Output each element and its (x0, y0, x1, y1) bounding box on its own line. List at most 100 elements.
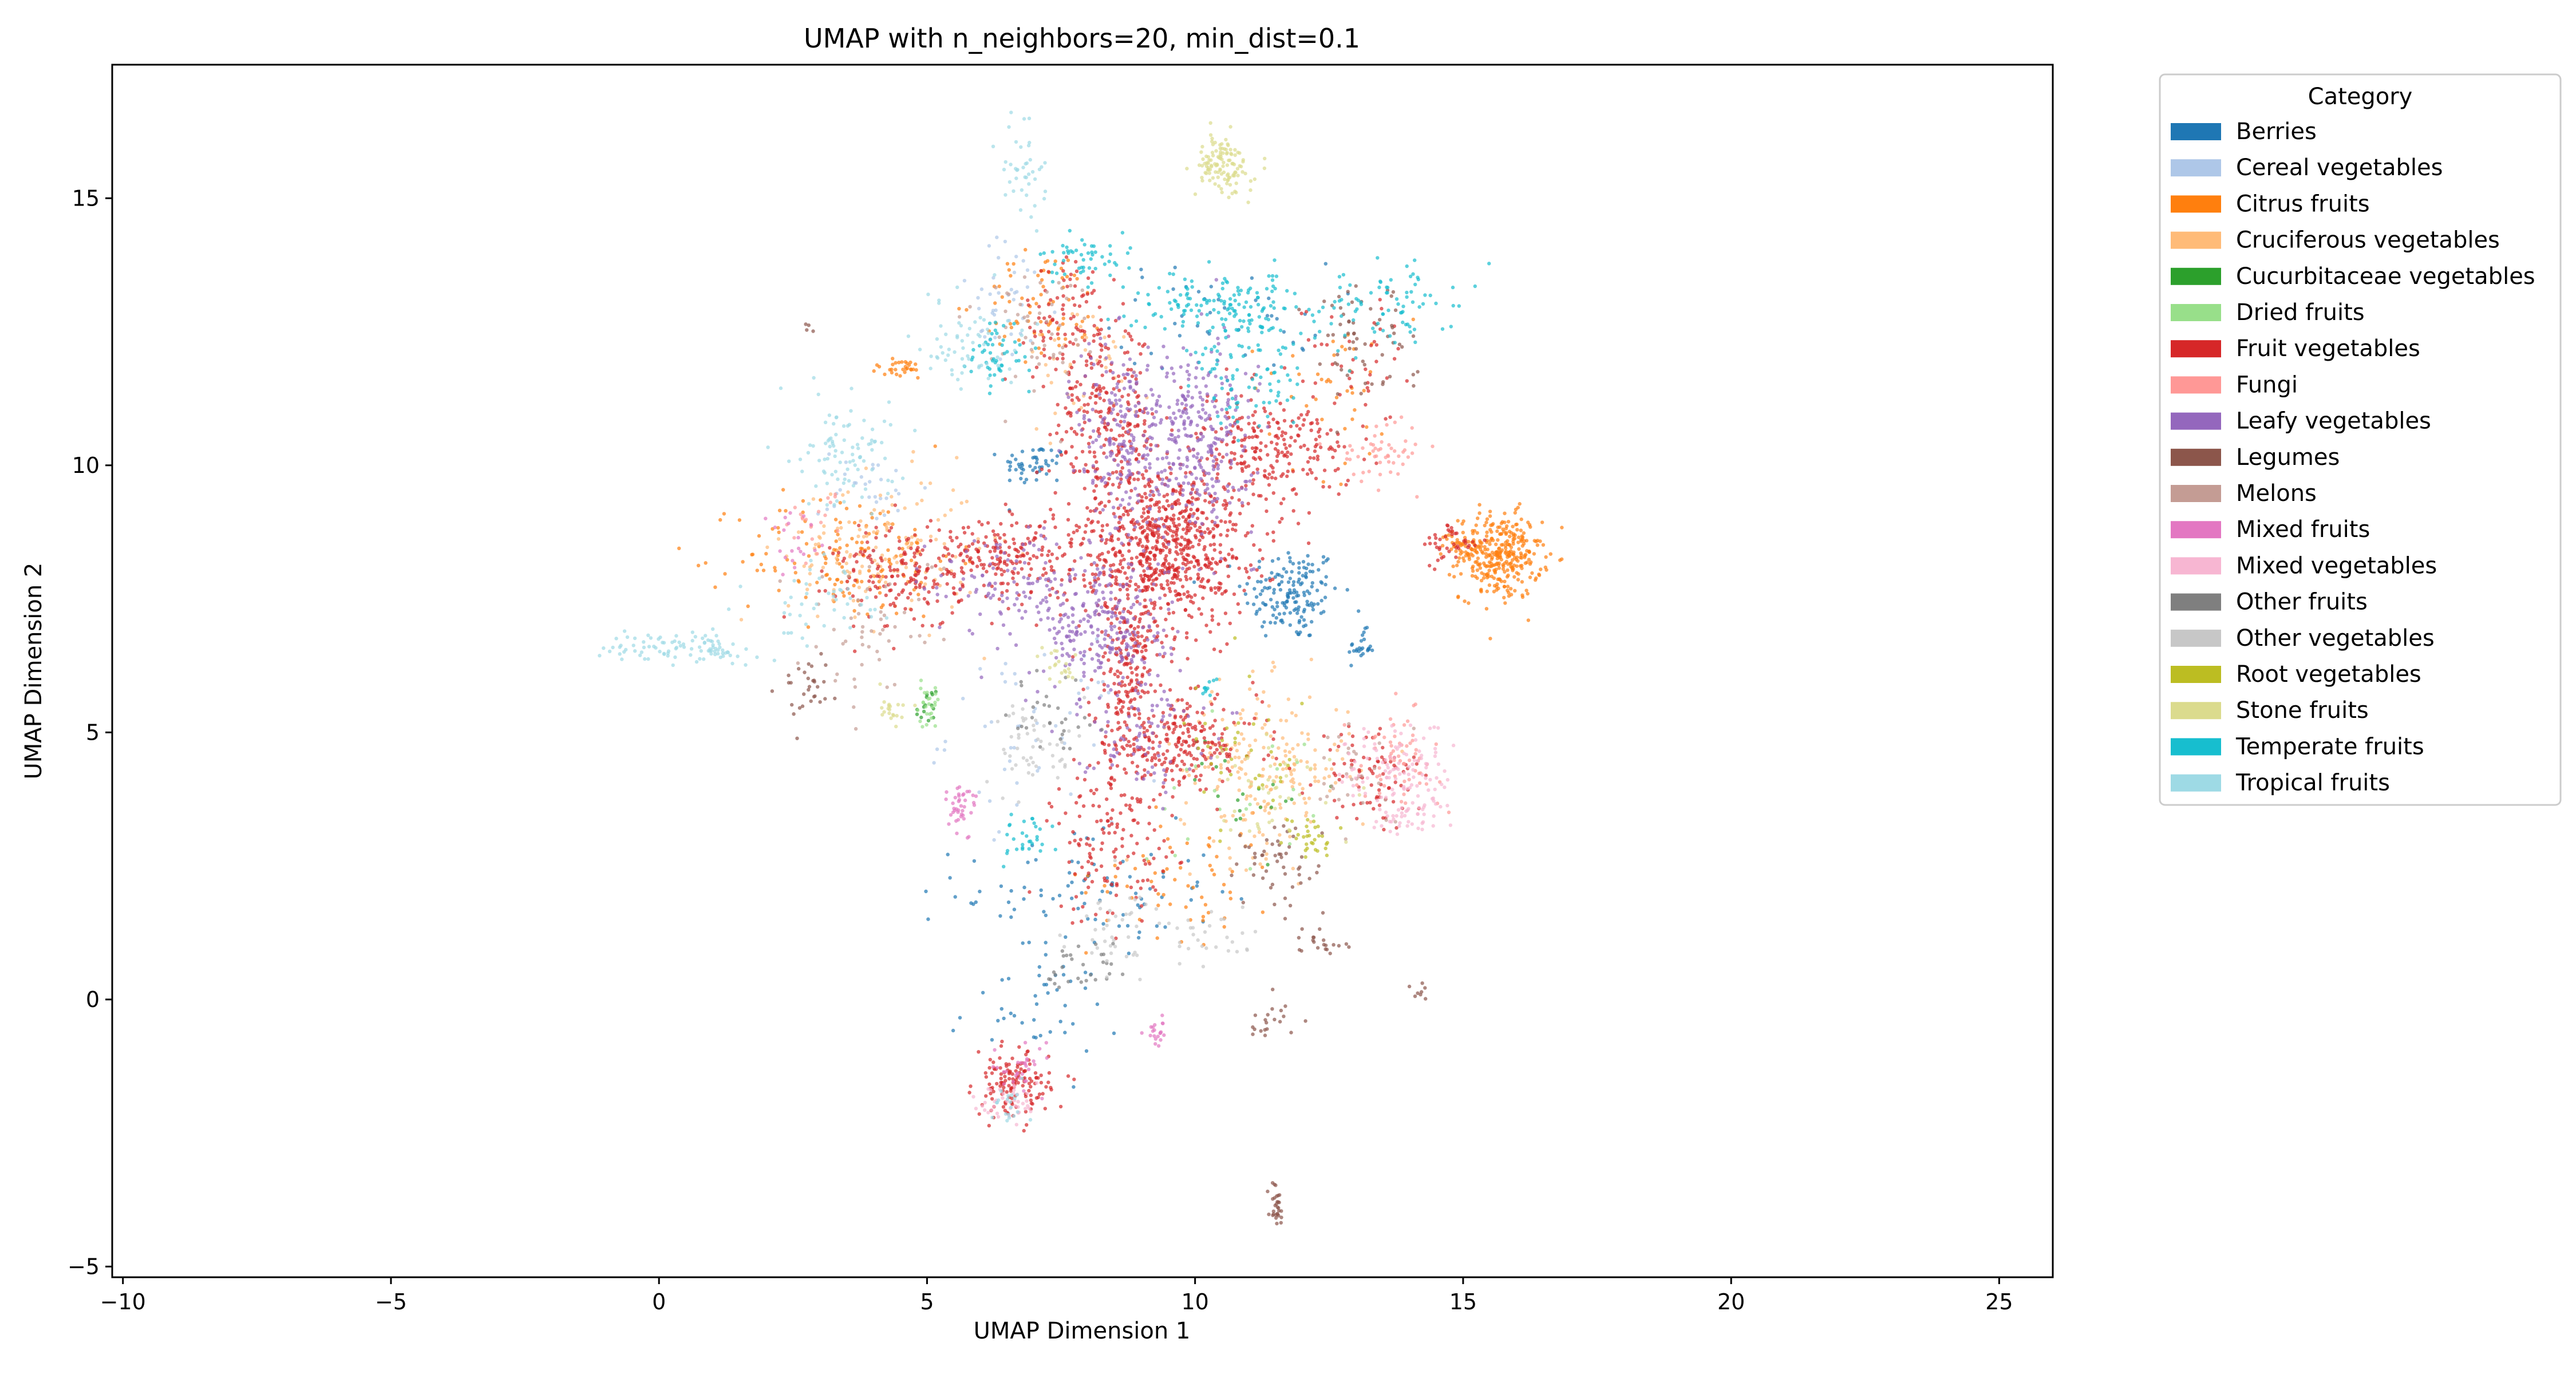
data-point (1141, 519, 1145, 523)
data-point (843, 472, 847, 476)
data-point (1135, 395, 1139, 399)
data-point (1232, 422, 1237, 426)
data-point (1327, 485, 1332, 489)
data-point (810, 537, 815, 541)
data-point (1140, 409, 1145, 413)
data-point (1244, 797, 1249, 801)
data-point (1214, 278, 1218, 282)
data-point (1396, 346, 1400, 351)
data-point (1091, 847, 1095, 851)
data-point (1142, 726, 1147, 730)
data-point (933, 444, 937, 448)
data-point (1319, 377, 1323, 381)
data-point (1305, 760, 1309, 764)
data-point (1253, 421, 1257, 425)
data-point (962, 531, 967, 535)
data-point (1519, 538, 1523, 542)
data-point (999, 884, 1003, 889)
data-point (1082, 392, 1086, 396)
data-point (1232, 436, 1236, 440)
data-point (1104, 560, 1108, 564)
data-point (1485, 530, 1489, 534)
data-point (1067, 380, 1071, 384)
data-point (1101, 590, 1105, 594)
data-point (1167, 586, 1172, 591)
data-point (1140, 634, 1144, 638)
data-point (1161, 710, 1165, 715)
data-point (1471, 540, 1475, 544)
data-point (881, 574, 885, 579)
data-point (1129, 646, 1133, 650)
data-point (1315, 372, 1320, 376)
data-point (1097, 583, 1102, 587)
data-point (998, 559, 1002, 563)
data-point (1172, 517, 1176, 521)
data-point (1117, 924, 1121, 928)
data-point (1173, 568, 1178, 572)
data-point (1024, 477, 1029, 481)
data-point (1431, 444, 1435, 448)
data-point (1449, 526, 1453, 530)
data-point (998, 536, 1002, 540)
data-point (1336, 748, 1340, 752)
data-point (1091, 314, 1095, 319)
data-point (848, 571, 852, 575)
data-point (1456, 560, 1460, 564)
data-point (1074, 322, 1078, 327)
data-point (904, 562, 908, 566)
data-point (1074, 456, 1078, 460)
data-point (1412, 755, 1416, 759)
data-point (1226, 528, 1230, 532)
data-point (1195, 488, 1199, 492)
data-point (1507, 543, 1511, 547)
data-point (1010, 453, 1014, 457)
data-point (1495, 550, 1499, 554)
data-point (1071, 830, 1075, 834)
data-point (998, 543, 1002, 547)
data-point (1170, 814, 1174, 818)
data-point (1091, 572, 1095, 577)
data-point (1121, 913, 1125, 917)
data-point (910, 598, 914, 602)
data-point (1285, 570, 1289, 574)
data-point (1210, 690, 1214, 694)
data-point (1513, 589, 1517, 593)
data-point (867, 568, 871, 573)
data-point (1201, 408, 1205, 412)
data-point (1100, 605, 1104, 609)
data-point (1064, 451, 1068, 455)
data-point (1357, 646, 1362, 650)
data-point (1103, 504, 1107, 508)
data-point (1359, 653, 1363, 658)
data-point (893, 503, 898, 507)
data-point (1327, 447, 1332, 451)
data-point (1046, 302, 1051, 306)
data-point (1494, 567, 1498, 571)
data-point (1115, 631, 1119, 635)
data-point (1158, 792, 1162, 797)
data-point (1074, 523, 1078, 528)
data-point (1272, 591, 1276, 595)
data-point (1508, 534, 1512, 539)
data-point (1115, 617, 1119, 621)
data-point (1015, 781, 1019, 785)
data-point (1104, 629, 1108, 633)
data-point (1467, 601, 1471, 605)
data-point (1213, 586, 1217, 590)
data-point (1022, 548, 1026, 552)
data-point (1351, 358, 1355, 362)
data-point (1176, 739, 1180, 744)
data-point (997, 830, 1001, 834)
data-point (1315, 421, 1319, 425)
data-point (1149, 352, 1153, 356)
data-point (1207, 413, 1211, 417)
data-point (1211, 556, 1215, 561)
data-point (1183, 544, 1188, 548)
data-point (900, 547, 904, 551)
data-point (1484, 607, 1489, 611)
data-point (1344, 348, 1348, 352)
data-point (965, 499, 969, 504)
data-point (1267, 704, 1271, 708)
data-point (1157, 492, 1161, 496)
data-point (1459, 572, 1463, 576)
